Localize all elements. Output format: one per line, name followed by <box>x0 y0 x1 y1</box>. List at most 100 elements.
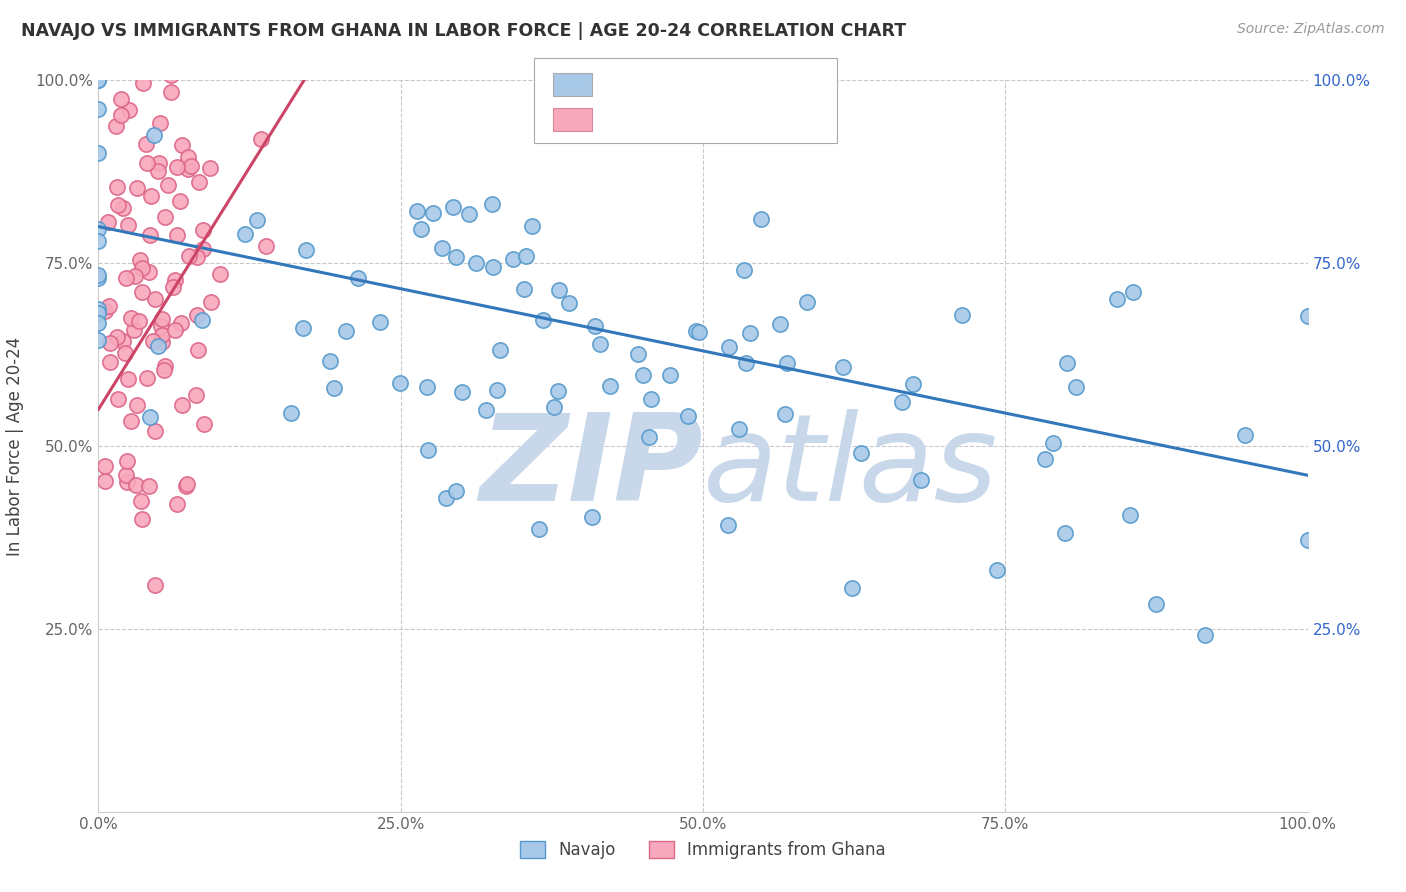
Point <box>416 380 439 394</box>
Point <box>176 476 198 491</box>
Point <box>522 219 544 234</box>
Point <box>191 313 214 327</box>
Point <box>156 178 179 192</box>
Point <box>131 285 153 300</box>
Point <box>143 59 166 73</box>
Point <box>485 384 508 398</box>
Point <box>1056 356 1078 370</box>
Point <box>145 59 167 73</box>
Point <box>114 346 136 360</box>
Point <box>136 156 159 170</box>
Point <box>139 188 162 202</box>
Point <box>1064 380 1087 394</box>
Point <box>131 512 153 526</box>
Point <box>135 136 157 151</box>
Point <box>177 249 200 263</box>
Point <box>250 132 273 146</box>
Point <box>583 319 606 334</box>
Point <box>513 282 536 296</box>
Point <box>129 252 152 267</box>
Point <box>1122 285 1144 299</box>
Point <box>547 283 569 297</box>
Point <box>87 268 110 282</box>
Point <box>233 227 256 242</box>
Point <box>176 149 198 163</box>
Point <box>162 280 184 294</box>
Point <box>160 68 183 82</box>
Point <box>87 73 110 87</box>
Point <box>434 491 457 505</box>
Point <box>177 161 200 176</box>
Point <box>186 308 208 322</box>
Point <box>347 271 370 285</box>
Point <box>166 497 188 511</box>
Point <box>208 268 231 282</box>
Point <box>319 353 342 368</box>
Point <box>389 376 412 390</box>
Point <box>1296 533 1319 547</box>
Point <box>446 483 468 498</box>
Point <box>640 392 662 407</box>
Point <box>547 384 569 398</box>
Point <box>688 325 710 339</box>
Point <box>638 430 661 444</box>
Point <box>187 175 209 189</box>
Text: Source: ZipAtlas.com: Source: ZipAtlas.com <box>1237 22 1385 37</box>
Point <box>87 146 110 161</box>
Point <box>112 201 135 215</box>
Point <box>125 478 148 492</box>
Point <box>117 372 139 386</box>
Point <box>139 228 162 243</box>
Point <box>107 198 129 212</box>
Point <box>107 392 129 406</box>
Text: R =  -0.635   N = 99: R = -0.635 N = 99 <box>600 76 800 94</box>
Point <box>174 479 197 493</box>
Point <box>132 76 155 90</box>
Point <box>1042 436 1064 450</box>
Point <box>728 421 751 435</box>
Point <box>430 241 453 255</box>
Point <box>295 244 318 258</box>
Point <box>481 196 503 211</box>
Point <box>543 401 565 415</box>
Point <box>1296 310 1319 324</box>
Point <box>166 227 188 242</box>
Point <box>87 271 110 285</box>
Point <box>481 260 503 275</box>
Point <box>986 563 1008 577</box>
Point <box>110 92 132 106</box>
Point <box>87 222 110 236</box>
Point <box>446 250 468 264</box>
Point <box>125 180 148 194</box>
Point <box>150 311 173 326</box>
Point <box>633 368 655 382</box>
Point <box>136 371 159 385</box>
Point <box>950 308 973 322</box>
Point <box>193 417 215 432</box>
Point <box>335 324 357 338</box>
Point <box>187 343 209 358</box>
Point <box>841 582 863 596</box>
Point <box>150 327 173 342</box>
Point <box>254 239 277 253</box>
Y-axis label: In Labor Force | Age 20-24: In Labor Force | Age 20-24 <box>7 336 24 556</box>
Point <box>749 211 772 226</box>
Point <box>153 359 176 374</box>
Legend: Navajo, Immigrants from Ghana: Navajo, Immigrants from Ghana <box>513 834 893 865</box>
Point <box>451 385 474 400</box>
Point <box>87 102 110 116</box>
Point <box>831 359 853 374</box>
Point <box>531 313 554 327</box>
Point <box>98 336 121 351</box>
Point <box>186 64 208 78</box>
Point <box>488 343 510 358</box>
Point <box>107 180 129 194</box>
Point <box>910 473 932 487</box>
Point <box>87 234 110 248</box>
Point <box>1033 451 1056 466</box>
Point <box>191 222 214 236</box>
Point <box>110 108 132 122</box>
Point <box>169 194 191 208</box>
Text: atlas: atlas <box>703 409 998 526</box>
Point <box>114 271 136 285</box>
